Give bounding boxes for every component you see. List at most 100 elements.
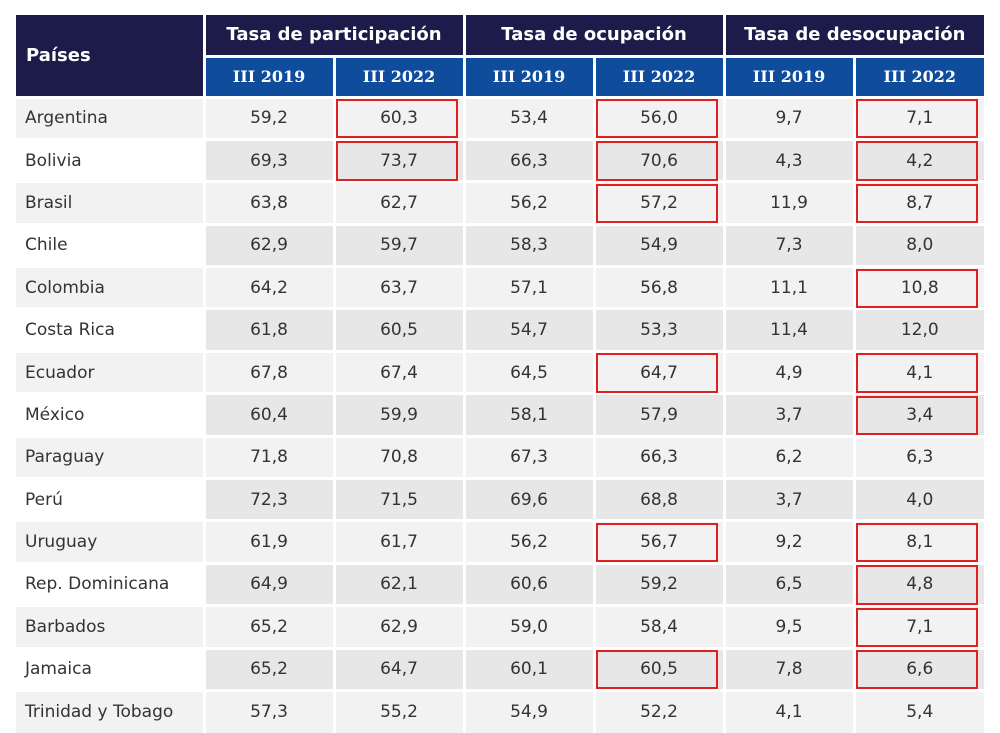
value-cell: 56,2 bbox=[464, 519, 596, 564]
highlight-box bbox=[856, 353, 979, 393]
value-cell: 59,0 bbox=[464, 604, 596, 649]
value-cell: 57,1 bbox=[464, 265, 596, 309]
country-cell: Bolivia bbox=[16, 137, 206, 182]
employment-rate-header: Tasa de ocupación bbox=[464, 15, 726, 58]
highlight-box bbox=[856, 268, 979, 308]
value-cell: 72,3 bbox=[204, 477, 336, 521]
value-cell: 60,6 bbox=[464, 561, 596, 606]
country-cell: Costa Rica bbox=[16, 307, 206, 352]
table-row: Chile 62,9 59,7 58,3 54,9 7,3 8,0 bbox=[16, 222, 985, 267]
country-cell: Jamaica bbox=[16, 646, 206, 691]
value-cell: 64,9 bbox=[204, 561, 336, 606]
value-cell: 59,2 bbox=[594, 561, 726, 606]
value-cell: 65,2 bbox=[204, 604, 336, 649]
value-cell: 67,3 bbox=[464, 434, 596, 479]
country-cell: Perú bbox=[16, 477, 206, 521]
table-row: Ecuador 67,8 67,4 64,5 64,7 4,9 4,1 bbox=[16, 349, 985, 394]
value-cell: 53,4 bbox=[464, 95, 596, 140]
value-cell: 62,7 bbox=[334, 180, 466, 225]
value-cell: 4,3 bbox=[724, 137, 856, 182]
value-cell: 60,5 bbox=[334, 307, 466, 352]
value-cell: 11,4 bbox=[724, 307, 856, 352]
value-cell: 9,7 bbox=[724, 95, 856, 140]
table-row: Colombia 64,2 63,7 57,1 56,8 11,1 10,8 bbox=[16, 265, 985, 309]
value-cell: 59,2 bbox=[204, 95, 336, 140]
value-cell: 60,5 bbox=[594, 646, 726, 691]
country-cell: Argentina bbox=[16, 95, 206, 140]
value-cell: 59,9 bbox=[334, 392, 466, 437]
value-cell: 11,9 bbox=[724, 180, 856, 225]
value-cell: 10,8 bbox=[854, 265, 985, 309]
value-cell: 63,7 bbox=[334, 265, 466, 309]
value-cell: 54,7 bbox=[464, 307, 596, 352]
country-cell: Trinidad y Tobago bbox=[16, 688, 206, 733]
table-row: Trinidad y Tobago 57,3 55,2 54,9 52,2 4,1 5,4 bbox=[16, 688, 985, 733]
value-cell: 4,2 bbox=[854, 137, 985, 182]
table-body: Argentina 59,2 60,3 53,4 56,0 9,7 7,1 Bolivia 69… bbox=[16, 95, 985, 733]
highlight-box bbox=[856, 395, 979, 436]
highlight-box bbox=[336, 141, 459, 181]
value-cell: 61,7 bbox=[334, 519, 466, 564]
country-cell: Ecuador bbox=[16, 349, 206, 394]
value-cell: 58,1 bbox=[464, 392, 596, 437]
value-cell: 71,5 bbox=[334, 477, 466, 521]
table-row: Bolivia 69,3 73,7 66,3 70,6 4,3 4,2 bbox=[16, 137, 985, 182]
period-header: III 2019 bbox=[464, 56, 596, 97]
value-cell: 67,4 bbox=[334, 349, 466, 394]
period-header: III 2019 bbox=[724, 56, 856, 97]
value-cell: 64,7 bbox=[334, 646, 466, 691]
value-cell: 70,8 bbox=[334, 434, 466, 479]
value-cell: 56,2 bbox=[464, 180, 596, 225]
value-cell: 6,2 bbox=[724, 434, 856, 479]
country-cell: Colombia bbox=[16, 265, 206, 309]
value-cell: 68,8 bbox=[594, 477, 726, 521]
value-cell: 54,9 bbox=[464, 688, 596, 733]
value-cell: 4,0 bbox=[854, 477, 985, 521]
highlight-box bbox=[596, 353, 719, 393]
value-cell: 3,7 bbox=[724, 477, 856, 521]
value-cell: 6,6 bbox=[854, 646, 985, 691]
value-cell: 7,1 bbox=[854, 604, 985, 649]
highlight-box bbox=[596, 183, 719, 224]
value-cell: 65,2 bbox=[204, 646, 336, 691]
value-cell: 64,5 bbox=[464, 349, 596, 394]
value-cell: 71,8 bbox=[204, 434, 336, 479]
table-row: Paraguay 71,8 70,8 67,3 66,3 6,2 6,3 bbox=[16, 434, 985, 479]
country-cell: Rep. Dominicana bbox=[16, 561, 206, 606]
value-cell: 69,3 bbox=[204, 137, 336, 182]
value-cell: 62,9 bbox=[204, 222, 336, 267]
value-cell: 62,9 bbox=[334, 604, 466, 649]
value-cell: 61,9 bbox=[204, 519, 336, 564]
value-cell: 58,4 bbox=[594, 604, 726, 649]
table-row: Barbados 65,2 62,9 59,0 58,4 9,5 7,1 bbox=[16, 604, 985, 649]
highlight-box bbox=[856, 650, 979, 690]
value-cell: 4,8 bbox=[854, 561, 985, 606]
period-header: III 2019 bbox=[204, 56, 336, 97]
value-cell: 3,4 bbox=[854, 392, 985, 437]
country-cell: Paraguay bbox=[16, 434, 206, 479]
highlight-box bbox=[856, 183, 979, 224]
table-row: Perú 72,3 71,5 69,6 68,8 3,7 4,0 bbox=[16, 477, 985, 521]
table-row: Argentina 59,2 60,3 53,4 56,0 9,7 7,1 bbox=[16, 95, 985, 140]
period-header: III 2022 bbox=[594, 56, 726, 97]
value-cell: 6,3 bbox=[854, 434, 985, 479]
value-cell: 52,2 bbox=[594, 688, 726, 733]
highlight-box bbox=[856, 99, 979, 139]
highlight-box bbox=[596, 141, 719, 181]
value-cell: 67,8 bbox=[204, 349, 336, 394]
country-cell: Barbados bbox=[16, 604, 206, 649]
labor-rates-table: Países Tasa de participación Tasa de ocu… bbox=[16, 15, 985, 733]
value-cell: 7,3 bbox=[724, 222, 856, 267]
table-row: Jamaica 65,2 64,7 60,1 60,5 7,8 6,6 bbox=[16, 646, 985, 691]
value-cell: 63,8 bbox=[204, 180, 336, 225]
value-cell: 9,5 bbox=[724, 604, 856, 649]
value-cell: 5,4 bbox=[854, 688, 985, 733]
value-cell: 57,2 bbox=[594, 180, 726, 225]
value-cell: 58,3 bbox=[464, 222, 596, 267]
value-cell: 60,1 bbox=[464, 646, 596, 691]
value-cell: 8,0 bbox=[854, 222, 985, 267]
value-cell: 4,9 bbox=[724, 349, 856, 394]
highlight-box bbox=[596, 650, 719, 690]
table-row: México 60,4 59,9 58,1 57,9 3,7 3,4 bbox=[16, 392, 985, 437]
